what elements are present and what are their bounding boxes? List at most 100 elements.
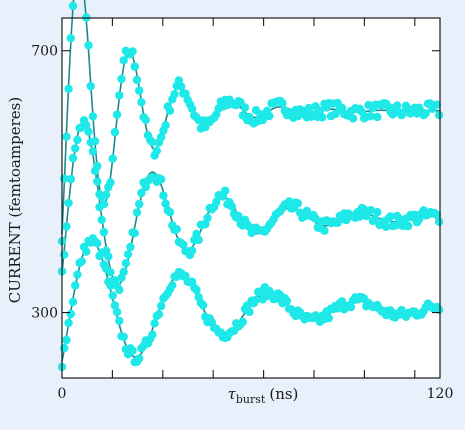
data-point — [251, 295, 261, 305]
data-point — [265, 111, 274, 121]
x-axis-label-symbol: τ — [228, 385, 237, 403]
data-point — [115, 91, 124, 100]
data-point — [201, 220, 210, 229]
x-tick-label: 120 — [427, 386, 454, 402]
data-point — [128, 47, 137, 56]
data-point — [388, 110, 397, 119]
data-point — [108, 154, 117, 163]
data-point — [284, 197, 294, 206]
y-axis-label: CURRENT (femtoamperes) — [6, 97, 24, 303]
data-point — [64, 198, 73, 208]
data-point — [115, 285, 124, 295]
data-point — [393, 101, 402, 110]
data-point — [165, 208, 175, 217]
data-point — [221, 186, 230, 195]
data-point — [152, 146, 161, 155]
data-point — [135, 354, 144, 363]
data-point — [366, 112, 375, 121]
y-axis-ticks: 300 700 — [31, 44, 440, 322]
data-point — [84, 41, 93, 50]
data-point — [355, 212, 364, 221]
data-point — [68, 297, 78, 307]
data-point — [234, 211, 243, 221]
data-point — [390, 221, 400, 230]
data-point — [421, 109, 430, 118]
data-point — [112, 307, 122, 317]
data-point — [293, 199, 303, 208]
data-point — [68, 1, 78, 11]
data-point — [64, 318, 73, 328]
data-point — [68, 153, 78, 163]
data-point — [110, 128, 120, 137]
data-point — [82, 121, 91, 130]
data-point — [119, 332, 128, 342]
data-point — [148, 138, 157, 147]
data-point — [90, 166, 100, 176]
data-point — [395, 214, 404, 224]
data-point — [73, 135, 82, 145]
data-point — [99, 227, 109, 237]
data-point — [62, 222, 71, 231]
data-point — [108, 291, 117, 300]
data-point — [64, 84, 73, 94]
data-point — [282, 296, 292, 306]
data-point — [77, 257, 87, 266]
data-point — [119, 56, 128, 65]
data-point — [187, 246, 197, 255]
data-point — [119, 267, 128, 276]
data-point — [238, 317, 247, 326]
data-point — [346, 302, 356, 312]
data-point — [176, 82, 186, 91]
data-point — [59, 250, 69, 259]
data-point — [73, 270, 82, 279]
data-point — [194, 235, 203, 245]
data-point — [432, 210, 442, 220]
data-point — [203, 213, 212, 223]
data-point — [157, 175, 166, 184]
data-point — [66, 34, 76, 43]
data-point — [62, 335, 71, 345]
data-point — [198, 300, 208, 310]
data-point — [130, 229, 139, 238]
data-point — [348, 114, 358, 123]
data-point — [278, 99, 287, 108]
data-point — [150, 319, 159, 328]
plot-frame — [61, 17, 441, 379]
data-points — [57, 1, 444, 372]
data-point — [132, 75, 142, 85]
data-point — [212, 197, 221, 207]
data-point — [172, 225, 181, 234]
y-tick-label: 700 — [31, 44, 58, 60]
data-point — [311, 214, 320, 223]
data-point — [135, 86, 144, 95]
data-point — [117, 74, 126, 84]
data-point — [88, 112, 98, 121]
data-point — [82, 247, 91, 256]
data-point — [168, 281, 177, 290]
data-point — [179, 240, 188, 249]
data-point — [404, 221, 413, 231]
data-point — [324, 313, 333, 323]
data-point — [95, 202, 104, 212]
data-point — [137, 98, 146, 107]
data-point — [170, 90, 179, 99]
data-point — [148, 330, 157, 339]
data-point — [88, 147, 98, 156]
data-point — [86, 81, 95, 91]
data-point — [84, 127, 93, 136]
data-point — [245, 307, 254, 317]
data-point — [370, 215, 380, 224]
data-point — [181, 89, 190, 98]
data-point — [154, 310, 164, 319]
data-point — [126, 242, 135, 252]
data-point — [110, 301, 120, 310]
data-point — [157, 301, 166, 311]
x-axis-label-unit: (ns) — [269, 385, 298, 403]
x-axis-ticks: 0 120 — [58, 18, 454, 402]
data-point — [71, 144, 80, 153]
data-point — [434, 110, 444, 120]
data-point — [66, 174, 76, 184]
x-tick-label: 0 — [58, 386, 67, 402]
data-point — [123, 250, 133, 259]
